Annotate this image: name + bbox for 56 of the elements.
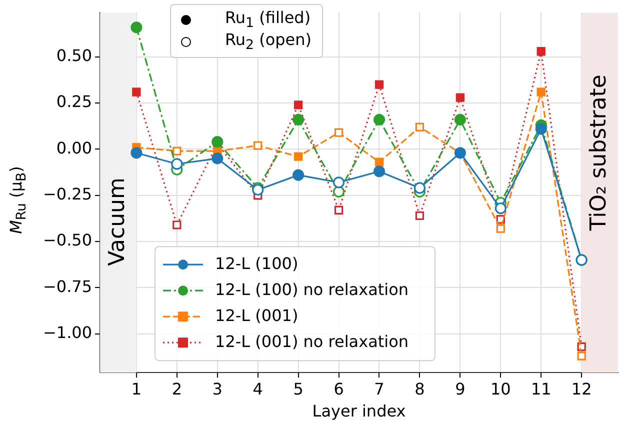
point — [577, 352, 586, 360]
point — [374, 158, 384, 166]
point — [172, 220, 182, 230]
point — [212, 152, 224, 164]
point — [334, 206, 344, 214]
x-tick-label: 6 — [334, 379, 344, 398]
point — [292, 169, 304, 181]
point — [130, 22, 142, 34]
x-tick-label: 8 — [414, 379, 425, 398]
y-tick-label: −1.00 — [43, 322, 92, 342]
annotation: Ru$_{1}$ (filled) — [225, 8, 311, 32]
point — [415, 122, 424, 132]
x-tick-label: 7 — [374, 379, 384, 398]
point — [294, 100, 303, 110]
point — [254, 141, 262, 150]
x-tick-label: 3 — [212, 379, 222, 398]
y-tick-label: 0.25 — [56, 92, 92, 112]
point — [535, 123, 547, 135]
point — [496, 224, 505, 233]
point — [292, 114, 304, 126]
point — [374, 80, 384, 89]
x-tick-label: 12 — [571, 379, 592, 398]
y-tick-label: −0.25 — [43, 184, 92, 204]
y-tick-label: −0.75 — [43, 276, 92, 296]
x-tick-label: 11 — [530, 379, 552, 398]
x-tick-label: 9 — [455, 379, 466, 398]
point — [415, 211, 424, 220]
x-tick-label: 5 — [293, 379, 304, 398]
point — [130, 147, 142, 159]
point — [132, 88, 141, 96]
x-tick-label: 10 — [490, 379, 511, 398]
point — [212, 136, 224, 148]
y-tick-label: 0.00 — [56, 138, 92, 158]
annotation: Ru$_{2}$ (open) — [225, 30, 312, 54]
point — [373, 114, 386, 126]
band-label: Vacuum — [104, 178, 130, 266]
point — [536, 88, 546, 96]
point — [456, 93, 465, 102]
y-tick-label: 0.50 — [56, 46, 92, 66]
legend-label: 12-L (100) — [215, 254, 298, 273]
legend-label: 12-L (001) — [215, 306, 298, 325]
point — [536, 47, 546, 56]
legend-label: 12-L (001) no relaxation — [215, 332, 409, 351]
x-tick-label: 2 — [172, 379, 182, 398]
legend-label: 12-L (100) no relaxation — [215, 280, 409, 299]
x-axis-title: Layer index — [312, 402, 406, 421]
key-panel: Ru$_{1}$ (filled) Ru$_{2}$ (open) — [170, 4, 323, 58]
point — [373, 166, 386, 178]
point — [294, 152, 303, 161]
point — [172, 146, 182, 156]
band-label: TiO₂ substrate — [586, 74, 612, 232]
x-tick-label: 1 — [131, 379, 142, 398]
y-tick-label: −0.50 — [43, 230, 92, 250]
x-tick-label: 4 — [252, 379, 263, 398]
point — [334, 128, 344, 137]
point — [454, 114, 466, 126]
